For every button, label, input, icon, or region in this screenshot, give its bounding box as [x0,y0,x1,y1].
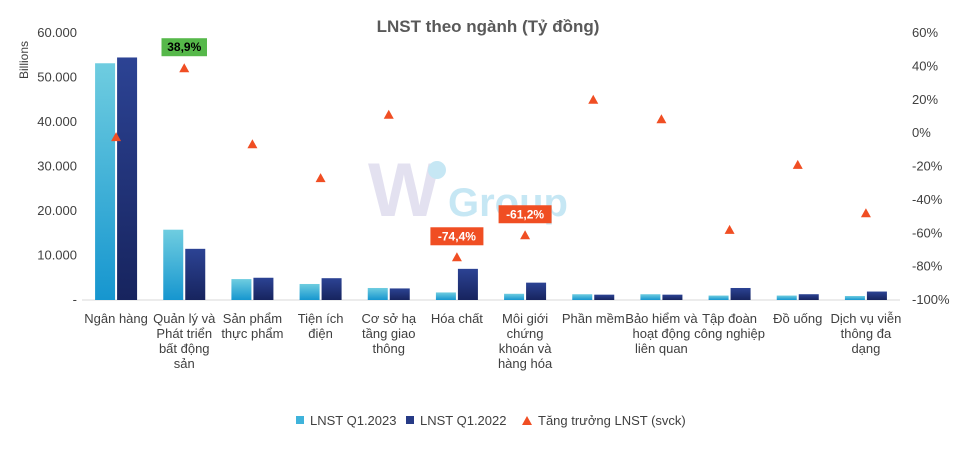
growth-marker [656,114,667,124]
bar-q1-2022 [866,291,887,300]
bar-q1-2022 [730,287,751,300]
legend-swatch-q1-2023 [296,416,304,424]
legend-item-q1-2023: LNST Q1.2023 [296,413,396,428]
y-tick-label: 30.000 [37,159,77,174]
bar-q1-2023 [504,293,525,300]
bar-q1-2022 [594,294,615,300]
callout-box [430,227,484,246]
callout-labels: 38,9% -74,4% -61,2% [161,38,552,246]
y2-tick-label: -40% [912,192,943,207]
callout-box [161,38,207,57]
bar-q1-2023 [708,295,729,300]
growth-marker [179,63,190,73]
growth-marker [111,132,122,142]
legend: LNST Q1.2023 LNST Q1.2022 Tăng trưởng LN… [296,413,686,428]
growth-markers [111,63,871,262]
watermark-logo: W [368,148,440,233]
legend-label-growth: Tăng trưởng LNST (svck) [538,413,686,428]
growth-marker [724,224,735,234]
y2-tick-label: 0% [912,125,931,140]
growth-marker [247,139,258,149]
category-label: Môi giới chứng khoán và hàng hóa [498,311,553,371]
bar-q1-2023 [163,229,184,300]
category-label: Quản lý và Phát triển bất động sản [153,311,216,371]
y2-tick-label: 40% [912,58,938,73]
bar-q1-2022 [662,294,683,300]
bar-q1-2023 [95,63,116,301]
growth-marker [451,252,462,262]
y-tick-label: 40.000 [37,114,77,129]
category-label: Tiện ích điện [298,311,344,341]
category-label: Đồ uống [773,311,822,326]
y2-tick-label: 20% [912,92,938,107]
category-label: Bảo hiểm và hoạt động liên quan [625,311,698,356]
category-labels: Ngân hàng Quản lý và Phát triển bất động sản… [84,311,901,371]
growth-marker [860,208,871,218]
category-label: Tập đoàn công nghiệp [694,311,765,341]
callout-text: 38,9% [167,40,201,54]
growth-marker [588,94,599,104]
legend-label-q1-2023: LNST Q1.2023 [310,413,396,428]
callout: -61,2% [498,205,552,224]
callout: -74,4% [430,227,484,246]
category-label: Hóa chất [431,311,483,326]
bar-q1-2023 [299,283,320,300]
category-label: Phần mềm [562,311,625,326]
chart-title: LNST theo ngành (Tỷ đồng) [377,17,600,36]
legend-item-q1-2022: LNST Q1.2022 [406,413,506,428]
category-label: Sản phẩm thực phẩm [221,311,283,341]
bar-q1-2022 [253,277,274,300]
bar-q1-2023 [367,287,388,300]
category-label: Dịch vụ viễn thông đa dạng [831,311,902,356]
growth-marker [792,159,803,169]
bar-q1-2023 [572,294,593,300]
watermark-dot [428,161,446,179]
y-tick-label: - [73,292,77,307]
category-label: Cơ sở hạ tầng giao thông [361,311,416,356]
bar-series [95,57,887,301]
category-label: Ngân hàng [84,311,148,326]
bar-q1-2022 [457,268,478,300]
callout: 38,9% [161,38,207,57]
bar-q1-2023 [231,279,252,300]
y2-tick-label: -100% [912,292,950,307]
bar-q1-2023 [435,292,456,300]
callout-box [498,205,552,224]
y-axis-label: Billions [17,41,31,79]
y-tick-label: 60.000 [37,25,77,40]
legend-swatch-q1-2022 [406,416,414,424]
bar-q1-2023 [844,295,865,300]
y-tick-label: 10.000 [37,248,77,263]
bar-q1-2023 [776,295,797,300]
legend-label-q1-2022: LNST Q1.2022 [420,413,506,428]
y2-tick-label: 60% [912,25,938,40]
bar-q1-2022 [798,294,819,300]
y2-tick-label: -80% [912,259,943,274]
bar-q1-2022 [185,248,206,300]
y-tick-label: 20.000 [37,203,77,218]
y2-tick-label: -20% [912,159,943,174]
callout-text: -61,2% [506,207,544,221]
bar-q1-2022 [321,278,342,300]
y2-tick-label: -60% [912,225,943,240]
y-tick-label: 50.000 [37,70,77,85]
bar-q1-2022 [526,282,547,300]
bar-q1-2023 [640,294,661,300]
callout-text: -74,4% [438,229,476,243]
growth-marker [520,230,531,240]
growth-marker [383,109,394,119]
growth-marker [315,173,326,183]
bar-q1-2022 [117,57,138,300]
y-axis-right: -100% -80% -60% -40% -20% 0% 20% 40% 60% [912,25,950,307]
y-axis-left: - 10.000 20.000 30.000 40.000 50.000 60.000 [37,25,77,307]
legend-item-growth: Tăng trưởng LNST (svck) [522,413,686,428]
legend-triangle-growth [522,416,532,425]
bar-q1-2022 [389,288,410,300]
